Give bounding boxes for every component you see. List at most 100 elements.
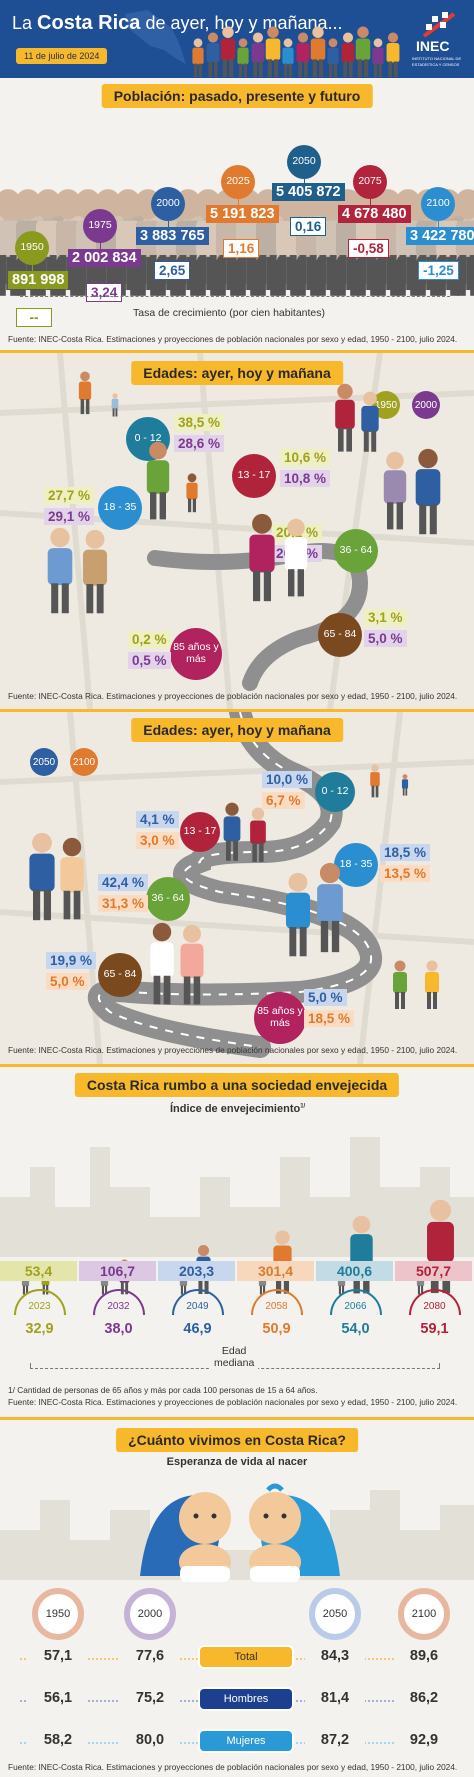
- age-group-circle: 18 - 35: [98, 486, 142, 530]
- section-title-envejecida: Costa Rica rumbo a una sociedad envejeci…: [74, 1073, 400, 1097]
- person-figure: [327, 38, 339, 78]
- year-circle-2100: 2100: [421, 187, 455, 221]
- life-row-label-total: Total: [200, 1647, 292, 1667]
- growth-rate-value: 3,24: [86, 283, 123, 302]
- median-age-value: 38,0: [104, 1321, 133, 1337]
- inec-logo: INEC INSTITUTO NACIONAL DE ESTADÍSTICA Y…: [410, 8, 470, 72]
- year-circle-1975: 1975: [83, 209, 117, 243]
- growth-rate-value: 1,16: [223, 239, 260, 258]
- aging-year: 2066: [344, 1301, 367, 1312]
- age-share-first: 3,1 %: [364, 609, 407, 626]
- year-circle-2050: 2050: [287, 145, 321, 179]
- section-poblacion: Población: pasado, presente y futuro 195…: [0, 78, 474, 350]
- life-expectancy-value: 86,2: [394, 1690, 454, 1706]
- age-group-circle: 0 - 12: [126, 417, 170, 461]
- person-figure: [386, 32, 400, 78]
- aging-index-value: 400,6: [316, 1261, 395, 1281]
- person-figure: [350, 1215, 373, 1294]
- life-year-circle: 2050: [309, 1588, 361, 1640]
- person-figure: [192, 38, 204, 78]
- median-age-value: 54,0: [341, 1321, 370, 1337]
- person-figure: [115, 200, 141, 285]
- age-share-second: 3,0 %: [136, 832, 179, 849]
- life-row-label-hombres: Hombres: [200, 1689, 292, 1709]
- age-group-circle: 85 años y más: [170, 628, 222, 680]
- section-edades-manana: Edades: ayer, hoy y mañana 2050 2100 0 - 1…: [0, 712, 474, 1064]
- life-expectancy-value: 57,1: [28, 1648, 88, 1664]
- year-stem: [303, 179, 305, 183]
- babies-illustration: [140, 1483, 340, 1582]
- aging-year: 2032: [107, 1301, 130, 1312]
- crowd-illustration: [192, 26, 400, 78]
- age-group-circle: 13 - 17: [180, 812, 220, 852]
- legend-year-2100: 2100: [70, 748, 98, 776]
- age-share-first: 38,5 %: [174, 414, 225, 431]
- median-age-value: 50,9: [262, 1321, 291, 1337]
- aging-year: 2058: [265, 1301, 288, 1312]
- population-value: 2 002 834: [68, 249, 141, 267]
- life-expectancy-value: 92,9: [394, 1732, 454, 1748]
- age-group-circle: 36 - 64: [146, 877, 190, 921]
- section-edades-ayer: Edades: ayer, hoy y mañana 1950 2000 0 - 1…: [0, 353, 474, 709]
- costa-rica-map-icon: [125, 10, 186, 64]
- person-figure: [296, 32, 310, 78]
- legend-year-2050: 2050: [30, 748, 58, 776]
- life-year-circle: 1950: [32, 1588, 84, 1640]
- aging-year: 2023: [28, 1301, 51, 1312]
- age-share-second: 6,7 %: [262, 792, 305, 809]
- life-year-circle: 2100: [398, 1588, 450, 1640]
- life-expectancy-value: 84,3: [305, 1648, 365, 1664]
- legend-year-2000: 2000: [412, 391, 440, 419]
- life-expectancy-value: 87,2: [305, 1732, 365, 1748]
- person-figure: [220, 26, 236, 77]
- aging-index-value: 203,3: [158, 1261, 237, 1281]
- aging-index-value: 507,7: [395, 1261, 474, 1281]
- age-share-second: 0,5 %: [128, 652, 171, 669]
- growth-rate-value: 2,65: [154, 261, 191, 280]
- life-expectancy-value: 89,6: [394, 1648, 454, 1664]
- year-stem: [99, 243, 101, 249]
- rate-label: Tasa de crecimiento (por cien habitantes…: [130, 307, 329, 319]
- age-group-circle: 18 - 35: [334, 843, 378, 887]
- age-group-circle: 36 - 64: [334, 529, 378, 573]
- median-age-value: 32,9: [25, 1321, 54, 1337]
- life-expectancy-value: 56,1: [28, 1690, 88, 1706]
- aging-index-value: 53,4: [0, 1261, 79, 1281]
- growth-rate-value: -1,25: [418, 261, 459, 280]
- person-figure: [310, 26, 326, 77]
- section-title-poblacion: Población: pasado, presente y futuro: [101, 84, 373, 108]
- section-esperanza-vida: ¿Cuánto vivimos en Costa Rica? Esperanza…: [0, 1420, 474, 1777]
- aging-note: 1/ Cantidad de personas de 65 años y más…: [8, 1385, 318, 1395]
- section-title-edades-1: Edades: ayer, hoy y mañana: [131, 361, 343, 385]
- life-expectancy-subtitle: Esperanza de vida al nacer: [166, 1456, 308, 1468]
- year-stem: [369, 199, 371, 205]
- year-stem: [31, 265, 33, 271]
- source-note: Fuente: INEC-Costa Rica. Estimaciones y …: [8, 1397, 458, 1407]
- divider: [0, 1417, 474, 1420]
- rate-line: [20, 296, 450, 297]
- section-title-edades-2: Edades: ayer, hoy y mañana: [131, 718, 343, 742]
- population-value: 5 191 823: [206, 205, 279, 223]
- aging-index-value: 301,4: [237, 1261, 316, 1281]
- aging-year: 2049: [186, 1301, 209, 1312]
- life-expectancy-value: 81,4: [305, 1690, 365, 1706]
- age-share-second: 13,5 %: [380, 865, 431, 882]
- person-figure: [251, 32, 265, 78]
- inec-logo-text: INEC: [416, 38, 450, 54]
- life-expectancy-value: 80,0: [120, 1732, 180, 1748]
- age-share-second: 28,6 %: [174, 435, 225, 452]
- growth-rate-value: -0,58: [348, 239, 389, 258]
- year-stem: [167, 221, 169, 227]
- age-share-second: 18,5 %: [304, 1010, 355, 1027]
- person-figure: [341, 32, 355, 78]
- aging-year: 2080: [423, 1301, 446, 1312]
- age-group-circle: 13 - 17: [232, 454, 276, 498]
- inec-logo-sub2: ESTADÍSTICA Y CENSOS: [412, 62, 460, 67]
- growth-rate-value: 0,16: [290, 217, 327, 236]
- age-share-first: 19,9 %: [46, 952, 97, 969]
- age-share-first: 18,5 %: [380, 844, 431, 861]
- person-figure: [282, 38, 294, 78]
- person-figure: [265, 26, 281, 77]
- age-share-second: 29,1 %: [44, 508, 95, 525]
- date-badge: 11 de julio de 2024: [16, 48, 108, 64]
